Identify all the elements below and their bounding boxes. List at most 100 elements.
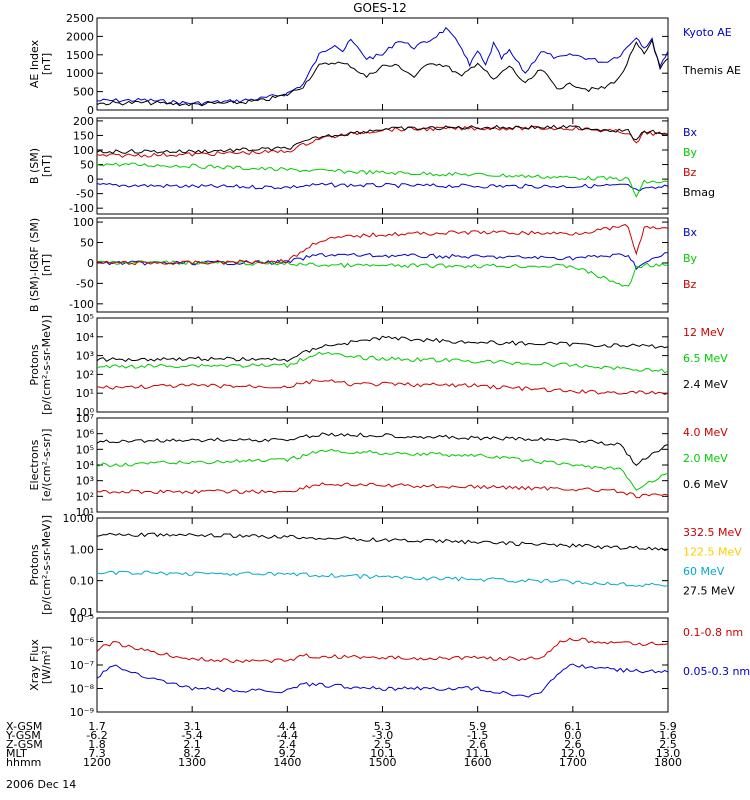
y-tick-label: 50 [80, 237, 94, 250]
legend-entry: Bx [683, 226, 698, 239]
series-line-2-0-mev [96, 448, 669, 491]
y-tick-label: 0.10 [70, 575, 95, 588]
series-line-2-4-mev [96, 335, 669, 363]
panel-frame [96, 117, 669, 215]
y-tick-label: 10⁷ [76, 412, 94, 425]
y-tick-label: 100 [73, 144, 94, 157]
series-line-by [96, 162, 669, 198]
footer-value: -6.2 [86, 729, 107, 742]
series-line-0-05-0-3-nm [96, 663, 669, 698]
footer-value: 7.3 [88, 747, 106, 760]
legend-entry: 2.0 MeV [683, 452, 728, 465]
y-tick-label: 10⁴ [76, 331, 95, 344]
y-tick-label: 1.00 [70, 543, 95, 556]
series-line-by [96, 260, 669, 287]
y-tick-label: 0 [87, 173, 94, 186]
y-axis-label: B (SM) [28, 148, 41, 184]
y-tick-label: -100 [69, 202, 94, 215]
y-tick-label: 10⁻⁹ [70, 706, 94, 719]
footer-value: 9.2 [279, 747, 297, 760]
series-line-bz [96, 224, 669, 266]
footer-value: 2.5 [659, 738, 677, 751]
y-axis-label: Protons [28, 344, 41, 385]
legend-entry: 0.6 MeV [683, 478, 728, 491]
panel-ae: 0 500 1000 1500 2000 2500 AE Index [nT] Kyoto AE… [28, 12, 741, 117]
y-tick-label: 10¹ [76, 506, 94, 519]
legend-entry: 60 MeV [683, 565, 725, 578]
legend-entry: Bmag [683, 186, 715, 199]
series-line-bmag [96, 124, 668, 154]
series-line-0-1-0-8-nm [96, 637, 669, 664]
footer-value: 6.1 [564, 720, 582, 733]
footer-value: 1.6 [659, 729, 677, 742]
y-tick-label: -50 [76, 188, 94, 201]
y-tick-label: 150 [73, 129, 94, 142]
y-tick-label: 10³ [76, 350, 94, 363]
legend-entry: 12 MeV [683, 326, 725, 339]
footer-value: 2.5 [374, 738, 392, 751]
footer-value: 4.4 [279, 720, 297, 733]
footer-value: -1.5 [467, 729, 488, 742]
footer-value: -4.4 [277, 729, 298, 742]
y-tick-label: 10⁻⁷ [70, 659, 94, 672]
footer-value: 0.0 [564, 729, 582, 742]
footer-row-label: MLT [6, 747, 27, 760]
footer-value: 2.1 [183, 738, 201, 751]
y-axis-label: Protons [28, 544, 41, 585]
legend-entry: 0.1-0.8 nm [683, 626, 743, 639]
legend-entry: By [683, 146, 698, 159]
y-axis-label: Electrons [28, 439, 41, 490]
series-line-themis-ae [96, 38, 669, 107]
panel-electrons: 10¹ 10² 10³ 10⁴ 10⁵ 10⁶ 10⁷ Electrons [e/(cm²-s-… [28, 412, 728, 519]
panel-frame [96, 317, 669, 413]
y-axis-label: [p/(cm²-s-sr-MeV)] [40, 515, 53, 615]
footer-row-label: X-GSM [6, 720, 42, 733]
footer-value: 1600 [464, 756, 492, 769]
y-tick-label: 10.00 [63, 512, 95, 525]
legend-entry: By [683, 252, 698, 265]
y-tick-label: 10¹ [76, 387, 94, 400]
legend-entry: 4.0 MeV [683, 426, 728, 439]
y-tick-label: 50 [80, 159, 94, 172]
footer-value: 11.1 [465, 747, 490, 760]
y-tick-label: 1500 [66, 49, 94, 62]
footer-value: 5.3 [374, 720, 392, 733]
series-line-60-mev [96, 570, 669, 588]
y-tick-label: 10³ [76, 475, 94, 488]
footer-row-label: hhmm [6, 756, 41, 769]
y-axis-label: [e/(cm²-s-sr)] [40, 429, 53, 502]
footer-row-label: Y-GSM [5, 729, 41, 742]
y-tick-label: 10⁵ [76, 312, 94, 325]
y-tick-label: 100 [73, 216, 94, 229]
footer-value: 2.6 [564, 738, 582, 751]
legend-entry: 6.5 MeV [683, 352, 728, 365]
y-axis-label: [W/m²] [40, 646, 53, 684]
footer-value: 1400 [273, 756, 301, 769]
panel-xray: 10⁻⁹ 10⁻⁸ 10⁻⁷ 10⁻⁶ 10⁻⁵ Xray Flux [W/m²] 0.1-0… [28, 612, 750, 719]
footer-value: 1200 [83, 756, 111, 769]
panel-bigrf: -100 -50 0 50 100 B (SM)-IGRF (SM) [nT] Bx By Bz [28, 216, 698, 313]
series-line-27-5-mev [96, 532, 669, 552]
series-line-12-mev [96, 379, 669, 396]
y-tick-label: 2000 [66, 30, 94, 43]
y-axis-label: [nT] [40, 254, 53, 276]
y-tick-label: 0 [87, 257, 94, 270]
footer-value: 2.6 [469, 738, 487, 751]
footer-value: 12.0 [561, 747, 586, 760]
series-line-6-5-mev [96, 351, 669, 374]
footer-value: 1.8 [88, 738, 106, 751]
footer-value: 1300 [178, 756, 206, 769]
date-label: 2006 Dec 14 [6, 778, 76, 791]
y-tick-label: 10⁻⁶ [70, 636, 95, 649]
series-line-0-6-mev [96, 432, 669, 466]
y-tick-label: 10⁵ [76, 443, 94, 456]
footer-value: 1800 [654, 756, 682, 769]
legend-entry: 122.5 MeV [683, 546, 742, 559]
y-tick-label: 10² [76, 490, 94, 503]
legend-entry: 2.4 MeV [683, 378, 728, 391]
panel-frame [96, 517, 669, 613]
